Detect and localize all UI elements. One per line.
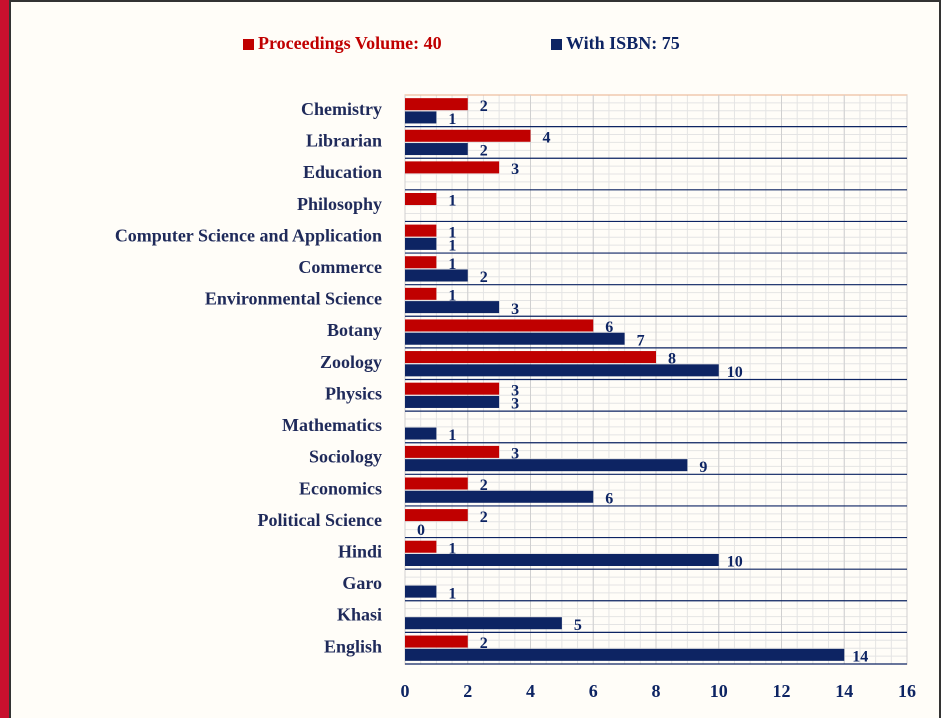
y-tick-label: Hindi	[338, 541, 382, 561]
x-tick-label: 14	[835, 681, 853, 701]
data-label: 2	[480, 477, 488, 494]
data-label: 3	[511, 161, 519, 178]
data-label: 5	[574, 617, 582, 634]
data-label: 1	[448, 585, 456, 602]
data-label: 10	[727, 554, 743, 571]
y-tick-label: Botany	[327, 320, 382, 340]
bar	[405, 256, 437, 269]
x-tick-label: 12	[773, 681, 791, 701]
y-tick-label: Sociology	[309, 447, 382, 467]
data-label: 2	[480, 269, 488, 286]
data-label: 3	[511, 301, 519, 318]
data-label: 1	[448, 224, 456, 241]
y-tick-label: Computer Science and Application	[115, 225, 382, 245]
y-tick-label: Political Science	[258, 510, 382, 530]
data-label: 2	[480, 143, 488, 160]
data-label: 1	[448, 193, 456, 210]
legend-swatch	[551, 39, 562, 50]
bar	[405, 382, 500, 395]
x-tick-label: 16	[898, 681, 916, 701]
bar	[405, 161, 500, 174]
y-tick-label: Khasi	[337, 605, 382, 625]
data-label: 10	[727, 364, 743, 381]
bar	[405, 459, 688, 472]
data-label: 0	[417, 522, 425, 539]
data-label: 8	[668, 351, 676, 368]
bar	[405, 585, 437, 598]
bar	[405, 477, 468, 490]
bar	[405, 445, 500, 458]
data-label: 1	[448, 288, 456, 305]
data-label: 3	[511, 446, 519, 463]
bar	[405, 143, 468, 156]
x-tick-label: 4	[526, 681, 535, 701]
y-tick-label: Environmental Science	[205, 289, 382, 309]
bar	[405, 269, 468, 282]
bar	[405, 129, 531, 142]
bar	[405, 332, 625, 345]
data-label: 1	[448, 540, 456, 557]
bar	[405, 509, 468, 522]
left-strip	[0, 0, 10, 718]
data-label: 1	[448, 238, 456, 255]
legend-label: With ISBN: 75	[566, 33, 680, 53]
legend-swatch	[243, 39, 254, 50]
data-label: 3	[511, 396, 519, 413]
y-tick-label: Librarian	[306, 131, 382, 151]
legend-label: Proceedings Volume: 40	[258, 33, 442, 53]
bar	[405, 427, 437, 440]
data-label: 14	[852, 649, 868, 666]
bar	[405, 617, 562, 630]
bar	[405, 111, 437, 124]
data-label: 1	[448, 427, 456, 444]
y-tick-label: Garo	[342, 573, 382, 593]
bar	[405, 224, 437, 237]
data-label: 2	[480, 635, 488, 652]
bar	[405, 540, 437, 553]
bar	[405, 351, 656, 364]
x-tick-label: 2	[463, 681, 472, 701]
bar	[405, 635, 468, 648]
y-tick-label: Economics	[299, 478, 382, 498]
bar	[405, 319, 594, 332]
data-label: 6	[605, 319, 613, 336]
y-tick-label: Education	[303, 162, 382, 182]
bar	[405, 490, 594, 503]
bar	[405, 364, 719, 377]
y-tick-label: English	[324, 636, 382, 656]
bar	[405, 237, 437, 250]
y-tick-label: Zoology	[320, 352, 382, 372]
y-tick-label: Physics	[325, 383, 382, 403]
bar	[405, 192, 437, 206]
bar	[405, 395, 500, 408]
y-tick-label: Chemistry	[301, 99, 382, 119]
y-tick-label: Mathematics	[282, 415, 382, 435]
data-label: 1	[448, 111, 456, 128]
bar	[405, 301, 500, 314]
y-tick-label: Philosophy	[297, 194, 382, 214]
x-tick-label: 6	[589, 681, 598, 701]
bar	[405, 648, 845, 661]
x-tick-label: 0	[401, 681, 410, 701]
data-label: 1	[448, 256, 456, 273]
data-label: 2	[480, 509, 488, 526]
data-label: 7	[637, 332, 645, 349]
data-label: 3	[511, 382, 519, 399]
bar	[405, 287, 437, 300]
data-label: 6	[605, 490, 613, 507]
x-tick-label: 10	[710, 681, 728, 701]
bar	[405, 553, 719, 567]
data-label: 4	[543, 129, 551, 146]
data-label: 9	[699, 459, 707, 476]
data-label: 2	[480, 98, 488, 115]
bar	[405, 98, 468, 111]
x-tick-label: 8	[652, 681, 661, 701]
y-tick-label: Commerce	[298, 257, 382, 277]
